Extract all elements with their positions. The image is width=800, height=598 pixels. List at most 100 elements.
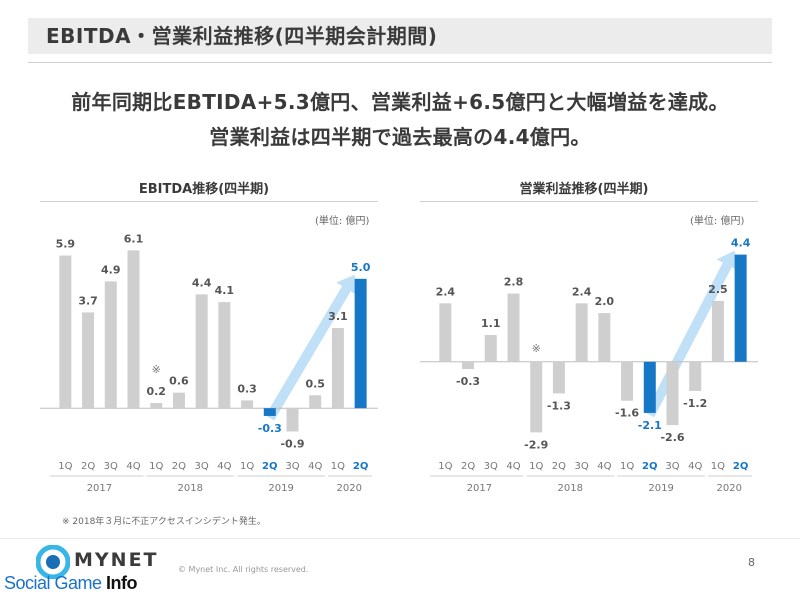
- ebitda-chart-rule: [40, 201, 378, 202]
- ebitda-bar-11: [286, 408, 299, 432]
- watermark-part1: Social Game: [4, 573, 107, 593]
- op-year-label-2017: 2017: [467, 483, 492, 494]
- copyright: © Mynet Inc. All rights reserved.: [178, 565, 309, 574]
- ebitda-category-label-6: 2Q: [172, 461, 186, 472]
- op-value-label-12: -1.2: [683, 397, 707, 410]
- op-note-mark: ※: [532, 342, 541, 355]
- op-year-label-2018: 2018: [558, 483, 583, 494]
- ebitda-value-label-5: 0.2: [146, 385, 166, 398]
- op-category-label-14: 2Q: [733, 461, 748, 472]
- footnote: ※ 2018年３月に不正アクセスインシデント発生。: [62, 517, 266, 527]
- op-bar-1: [439, 303, 452, 362]
- ebitda-value-label-11: -0.9: [280, 437, 304, 450]
- ebitda-unit-label: (単位: 億円): [315, 216, 370, 227]
- op-value-label-1: 2.4: [436, 285, 456, 298]
- op-value-label-13: 2.5: [708, 283, 728, 296]
- op-value-label-5: -2.9: [524, 438, 548, 451]
- ebitda-value-label-8: 4.1: [215, 284, 235, 297]
- operating-profit-unit-label: (単位: 億円): [690, 216, 745, 227]
- ebitda-category-label-5: 1Q: [149, 461, 163, 472]
- ebitda-category-label-1: 1Q: [58, 461, 72, 472]
- op-arrow-shaft: [645, 262, 732, 418]
- op-bar-5: [530, 361, 543, 433]
- op-bar-6: [552, 361, 565, 394]
- ebitda-value-label-2: 3.7: [78, 294, 98, 307]
- op-value-label-14: 4.4: [731, 237, 751, 250]
- ebitda-category-label-13: 1Q: [331, 461, 345, 472]
- ebitda-year-label-2017: 2017: [87, 483, 112, 494]
- ebitda-category-label-3: 3Q: [104, 461, 118, 472]
- ebitda-value-label-3: 4.9: [101, 263, 121, 276]
- op-category-label-13: 1Q: [711, 461, 725, 472]
- ebitda-bar-4: [127, 250, 140, 409]
- operating-profit-chart-title: 営業利益推移(四半期): [519, 182, 649, 197]
- ebitda-value-label-6: 0.6: [169, 375, 189, 388]
- ebitda-bar-12: [309, 395, 322, 409]
- op-bar-10: [643, 361, 656, 413]
- ebitda-value-label-4: 6.1: [124, 232, 144, 245]
- ebitda-value-label-12: 0.5: [305, 377, 325, 390]
- title-rule: [28, 62, 772, 63]
- ebitda-category-label-7: 3Q: [195, 461, 209, 472]
- mynet-logo-icon: [36, 545, 70, 579]
- op-value-label-6: -1.3: [547, 399, 571, 412]
- op-category-label-6: 2Q: [552, 461, 566, 472]
- op-value-label-11: -2.6: [660, 431, 684, 444]
- ebitda-bar-chart: 5.9 1Q 3.7 2Q 4.9 3Q 6.1 4Q 0.2 1Q 0.6 2Q 4.4 3Q 4.1 4Q…: [40, 232, 378, 495]
- ebitda-bar-8: [218, 302, 231, 409]
- ebitda-bar-7: [195, 294, 208, 409]
- watermark-part2: Info: [106, 573, 138, 593]
- ebitda-category-label-14: 2Q: [353, 461, 368, 472]
- headline-line-1: 前年同期比EBTIDA+5.3億円、営業利益+6.5億円と大幅増益を達成。: [71, 90, 729, 114]
- ebitda-chart-title: EBITDA推移(四半期): [138, 182, 270, 197]
- slide-title: EBITDA・営業利益推移(四半期会計期間): [28, 18, 772, 54]
- op-value-label-7: 2.4: [572, 285, 592, 298]
- brand-name: MYNET: [74, 549, 159, 571]
- ebitda-bar-1: [59, 255, 72, 409]
- ebitda-category-label-11: 3Q: [285, 461, 299, 472]
- op-value-label-2: -0.3: [456, 375, 480, 388]
- op-bar-3: [484, 334, 497, 362]
- op-bar-14: [734, 254, 747, 362]
- ebitda-value-label-10: -0.3: [258, 422, 282, 435]
- op-bar-2: [462, 361, 475, 370]
- op-category-label-2: 2Q: [461, 461, 475, 472]
- ebitda-bar-6: [172, 392, 185, 409]
- op-category-label-5: 1Q: [529, 461, 543, 472]
- page-number: 8: [748, 556, 755, 569]
- op-bar-9: [621, 361, 634, 401]
- ebitda-value-label-9: 0.3: [237, 382, 256, 395]
- op-year-label-2019: 2019: [648, 483, 673, 494]
- ebitda-arrow-shaft: [265, 286, 351, 421]
- ebitda-value-label-13: 3.1: [328, 310, 348, 323]
- ebitda-bar-14: [354, 278, 367, 409]
- op-value-label-8: 2.0: [595, 295, 615, 308]
- op-bar-7: [575, 303, 588, 362]
- ebitda-note-mark: ※: [152, 363, 161, 376]
- op-year-label-2020: 2020: [717, 483, 742, 494]
- ebitda-category-label-10: 2Q: [262, 461, 277, 472]
- ebitda-category-label-9: 1Q: [240, 461, 254, 472]
- ebitda-value-label-1: 5.9: [56, 238, 76, 251]
- operating-profit-chart-rule: [420, 201, 758, 202]
- ebitda-bar-2: [82, 312, 95, 409]
- ebitda-arrow-head: [336, 274, 357, 295]
- op-category-label-7: 3Q: [575, 461, 589, 472]
- op-bar-13: [711, 300, 724, 362]
- watermark: Social Game Info: [4, 573, 138, 594]
- op-arrow-head: [716, 250, 738, 271]
- op-bar-4: [507, 293, 520, 362]
- ebitda-category-label-2: 2Q: [81, 461, 95, 472]
- op-value-label-9: -1.6: [615, 407, 639, 420]
- op-value-label-3: 1.1: [481, 317, 501, 330]
- op-category-label-3: 3Q: [484, 461, 498, 472]
- op-bar-8: [598, 313, 611, 362]
- operating-profit-bar-chart: 2.4 1Q -0.3 2Q 1.1 3Q 2.8 4Q -2.9 1Q -1.3 2Q 2.4 3Q 2.…: [420, 237, 758, 495]
- ebitda-value-label-7: 4.4: [192, 276, 212, 289]
- ebitda-bar-3: [104, 281, 117, 409]
- op-value-label-10: -2.1: [638, 419, 662, 432]
- op-bar-11: [666, 361, 679, 426]
- ebitda-value-label-14: 5.0: [351, 261, 371, 274]
- ebitda-bar-13: [331, 327, 344, 409]
- op-category-label-11: 3Q: [665, 461, 679, 472]
